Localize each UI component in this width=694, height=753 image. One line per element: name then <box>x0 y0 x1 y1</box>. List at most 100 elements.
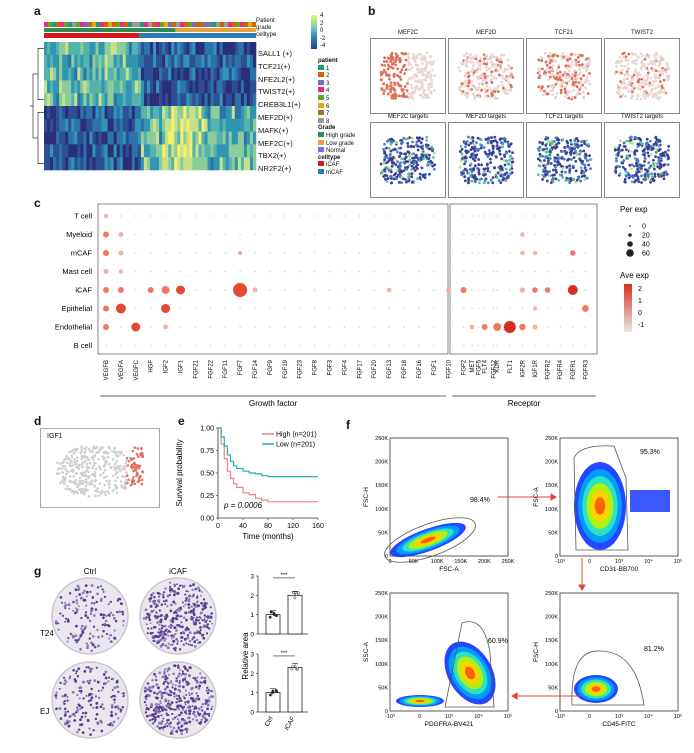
colony <box>146 682 149 685</box>
tsne-point <box>383 142 386 146</box>
heatmap-cell <box>246 42 251 56</box>
heatmap-cell <box>116 131 121 145</box>
colony <box>102 629 105 633</box>
colony <box>164 629 168 632</box>
heatmap-cell <box>222 131 227 145</box>
heatmap-cell <box>231 157 236 171</box>
colony <box>66 618 70 621</box>
tsne-point <box>571 80 575 84</box>
tsne-point <box>429 73 433 77</box>
colony <box>174 611 178 614</box>
tsne-point <box>466 84 470 88</box>
heatmap-cell <box>131 157 136 171</box>
tsne-point <box>586 92 590 96</box>
heatmap-cell <box>219 93 223 107</box>
colony <box>182 708 185 711</box>
tsne-point <box>418 176 422 179</box>
heatmap-cell <box>86 118 90 132</box>
tsne-point <box>546 84 550 88</box>
colony <box>167 699 170 703</box>
colony <box>64 679 67 682</box>
heatmap-scale: 4 2 0 -2 -4 <box>311 13 325 49</box>
colony <box>201 591 203 593</box>
heatmap-cell <box>240 42 245 56</box>
tsne-point <box>471 139 475 143</box>
colony <box>203 676 207 680</box>
heatmap-cell <box>62 131 66 145</box>
tsne-point <box>554 143 558 147</box>
heatmap-cell <box>92 67 96 81</box>
legend-label: iCAF <box>326 162 340 169</box>
heatmap-cell <box>89 144 93 158</box>
x-tick-label: 10⁵ <box>504 713 512 720</box>
heatmap-row-label: TWIST2(+) <box>258 87 295 97</box>
x-tick-label: 120 <box>287 523 299 530</box>
tsne-point <box>64 457 68 460</box>
tsne-point <box>548 170 552 173</box>
colony <box>90 649 94 653</box>
heatmap-cell <box>198 144 202 158</box>
tsne-point <box>654 136 658 140</box>
bar-y-tick-label: 3 <box>250 652 254 659</box>
heatmap-cell <box>246 106 251 120</box>
colony <box>175 701 178 704</box>
colony <box>71 691 75 694</box>
heatmap-cell <box>165 54 169 68</box>
tsne-point <box>466 95 469 99</box>
tsne-point <box>622 145 626 148</box>
dotplot-dot <box>446 287 452 293</box>
tsne-point <box>626 83 630 86</box>
heatmap-cell <box>143 93 148 107</box>
dotplot-dot <box>559 289 562 291</box>
tsne-point <box>564 64 568 68</box>
tsne-point <box>470 145 474 149</box>
colony <box>178 679 182 682</box>
heatmap-cell <box>104 42 108 56</box>
colony <box>196 710 199 713</box>
heatmap-cell <box>177 80 181 94</box>
x-tick-label: 160 <box>312 523 324 530</box>
dotplot-dot <box>519 287 525 293</box>
colony <box>190 605 193 608</box>
tsne-point <box>572 83 576 87</box>
heatmap-cell <box>122 93 127 107</box>
heatmap-cell <box>201 93 205 107</box>
tsne-point <box>494 173 498 177</box>
heatmap-cell <box>62 93 66 107</box>
heatmap-cell <box>189 93 193 107</box>
tsne-point <box>86 458 90 462</box>
heatmap-cell <box>53 67 57 81</box>
tsne-point <box>484 65 488 69</box>
heatmap-cell <box>56 80 60 94</box>
heatmap-cell <box>234 157 239 171</box>
colony <box>150 593 153 597</box>
tsne-point <box>459 144 463 148</box>
dotplot-dot <box>373 252 376 254</box>
data-point <box>269 610 273 614</box>
tsne-point <box>651 95 655 99</box>
colony <box>204 713 207 716</box>
colony <box>194 679 197 682</box>
heatmap-cell <box>104 93 108 107</box>
dotplot-dot <box>254 252 256 254</box>
heatmap-row-label: NFE2L2(+) <box>258 74 295 84</box>
tsne-point <box>660 172 664 175</box>
colony <box>151 600 155 603</box>
tsne-point <box>550 141 554 145</box>
dotplot-dot <box>508 270 511 273</box>
x-tick-label: 100K <box>431 559 444 565</box>
dotplot-dot <box>493 323 502 331</box>
colony <box>122 695 125 698</box>
dotplot-dot <box>508 344 511 347</box>
heatmap-cell <box>125 67 130 81</box>
tsne-point <box>491 176 495 179</box>
tsne-point <box>574 159 578 163</box>
colony <box>168 689 171 692</box>
tsne-point <box>578 87 582 91</box>
dotplot-dot <box>477 307 480 310</box>
colony <box>203 619 206 623</box>
tsne-point <box>415 67 419 71</box>
colony <box>183 616 186 620</box>
tsne-point <box>479 75 482 78</box>
tsne-point <box>635 164 639 167</box>
